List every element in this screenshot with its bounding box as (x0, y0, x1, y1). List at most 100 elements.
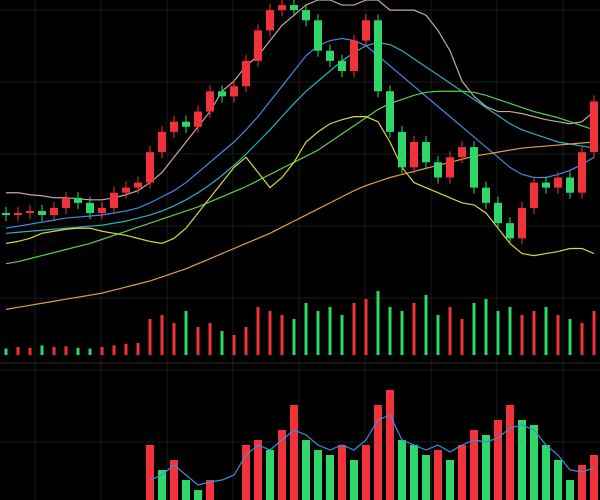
volume-bar (304, 303, 308, 355)
indicator-bar (182, 480, 190, 500)
volume-bar (196, 327, 200, 355)
volume-bar (340, 315, 344, 355)
indicator-bar (386, 390, 394, 500)
volume-bar (28, 347, 32, 355)
volume-bar (16, 347, 20, 355)
candle-body (194, 111, 202, 127)
volume-bar (412, 303, 416, 355)
candle-body (350, 40, 358, 71)
candle-body (362, 20, 370, 41)
candle-body (338, 60, 346, 71)
indicator-bar (434, 450, 442, 500)
indicator-line (5, 37, 595, 229)
indicator-bar (362, 445, 370, 500)
candle-body (518, 207, 526, 239)
indicator-bar (326, 455, 334, 500)
candle-body (458, 147, 466, 158)
candle-body (266, 10, 274, 31)
indicator-bar (302, 440, 310, 500)
volume-bar (328, 307, 332, 355)
candle-body (158, 131, 166, 153)
indicator-bar (506, 405, 514, 500)
volume-bar (388, 307, 392, 355)
candle-body (410, 142, 418, 168)
indicator-bar (398, 440, 406, 500)
volume-bar (376, 291, 380, 355)
volume-bar (532, 311, 536, 355)
volume-bar (100, 347, 104, 355)
candle-body (446, 157, 454, 178)
candle-body (482, 187, 490, 203)
candle-body (146, 152, 154, 183)
indicator-bar (266, 450, 274, 500)
candle-body (170, 121, 178, 132)
volume-bar (580, 323, 584, 355)
candle-body (74, 197, 82, 203)
candle-body (278, 5, 286, 11)
candle-body (230, 86, 238, 97)
indicator-bar (470, 430, 478, 500)
candle-body (506, 223, 514, 239)
volume-bar (4, 348, 8, 355)
candle-body (38, 210, 46, 216)
indicator-bar (158, 470, 166, 500)
volume-bar (64, 346, 68, 355)
volume-bar (112, 345, 116, 355)
candle-body (134, 182, 142, 188)
candle-body (374, 20, 382, 92)
volume-bar (568, 319, 572, 355)
indicator-bar (446, 460, 454, 500)
volume-bar (448, 307, 452, 355)
indicator-bar (350, 460, 358, 500)
volume-bar (496, 311, 500, 355)
indicator-line (149, 414, 595, 486)
candle-body (290, 5, 298, 11)
volume-bar (76, 347, 80, 355)
indicator-line (5, 116, 595, 257)
volume-bar (232, 335, 236, 355)
candle-body (422, 142, 430, 163)
candle-body (122, 187, 130, 193)
indicator-bar (146, 445, 154, 500)
candle-body (542, 182, 550, 188)
volume-panel (4, 291, 596, 355)
candle-body (86, 202, 94, 213)
candle-body (218, 91, 226, 97)
volume-bar (208, 323, 212, 355)
indicator-bar (314, 450, 322, 500)
indicator-bar (170, 460, 178, 500)
candle-body (242, 60, 250, 87)
indicator-bar (374, 405, 382, 500)
indicator-bar (578, 465, 586, 500)
indicator-bar (254, 440, 262, 500)
candle-body (494, 202, 502, 224)
indicator-bar (410, 445, 418, 500)
indicator-line (5, 141, 595, 310)
candle-body (62, 197, 70, 208)
price-panel (2, 0, 598, 310)
candle-body (386, 91, 394, 132)
candle-body (26, 210, 34, 213)
volume-bar (244, 327, 248, 355)
indicator-bar (338, 445, 346, 500)
candle-body (182, 121, 190, 127)
candle-body (14, 213, 22, 216)
volume-bar (280, 315, 284, 355)
volume-bar (472, 303, 476, 355)
candle-body (314, 20, 322, 51)
candle-body (326, 50, 334, 61)
volume-bar (88, 348, 92, 355)
indicator-bar (278, 430, 286, 500)
indicator-bar (206, 480, 214, 500)
volume-bar (136, 343, 140, 355)
indicator-panel (146, 390, 598, 500)
candle-body (110, 192, 118, 208)
candle-body (398, 131, 406, 168)
indicator-bar (494, 420, 502, 500)
indicator-line (5, 90, 595, 265)
candle-body (554, 177, 562, 188)
volume-bar (508, 307, 512, 355)
indicator-bar (290, 405, 298, 500)
